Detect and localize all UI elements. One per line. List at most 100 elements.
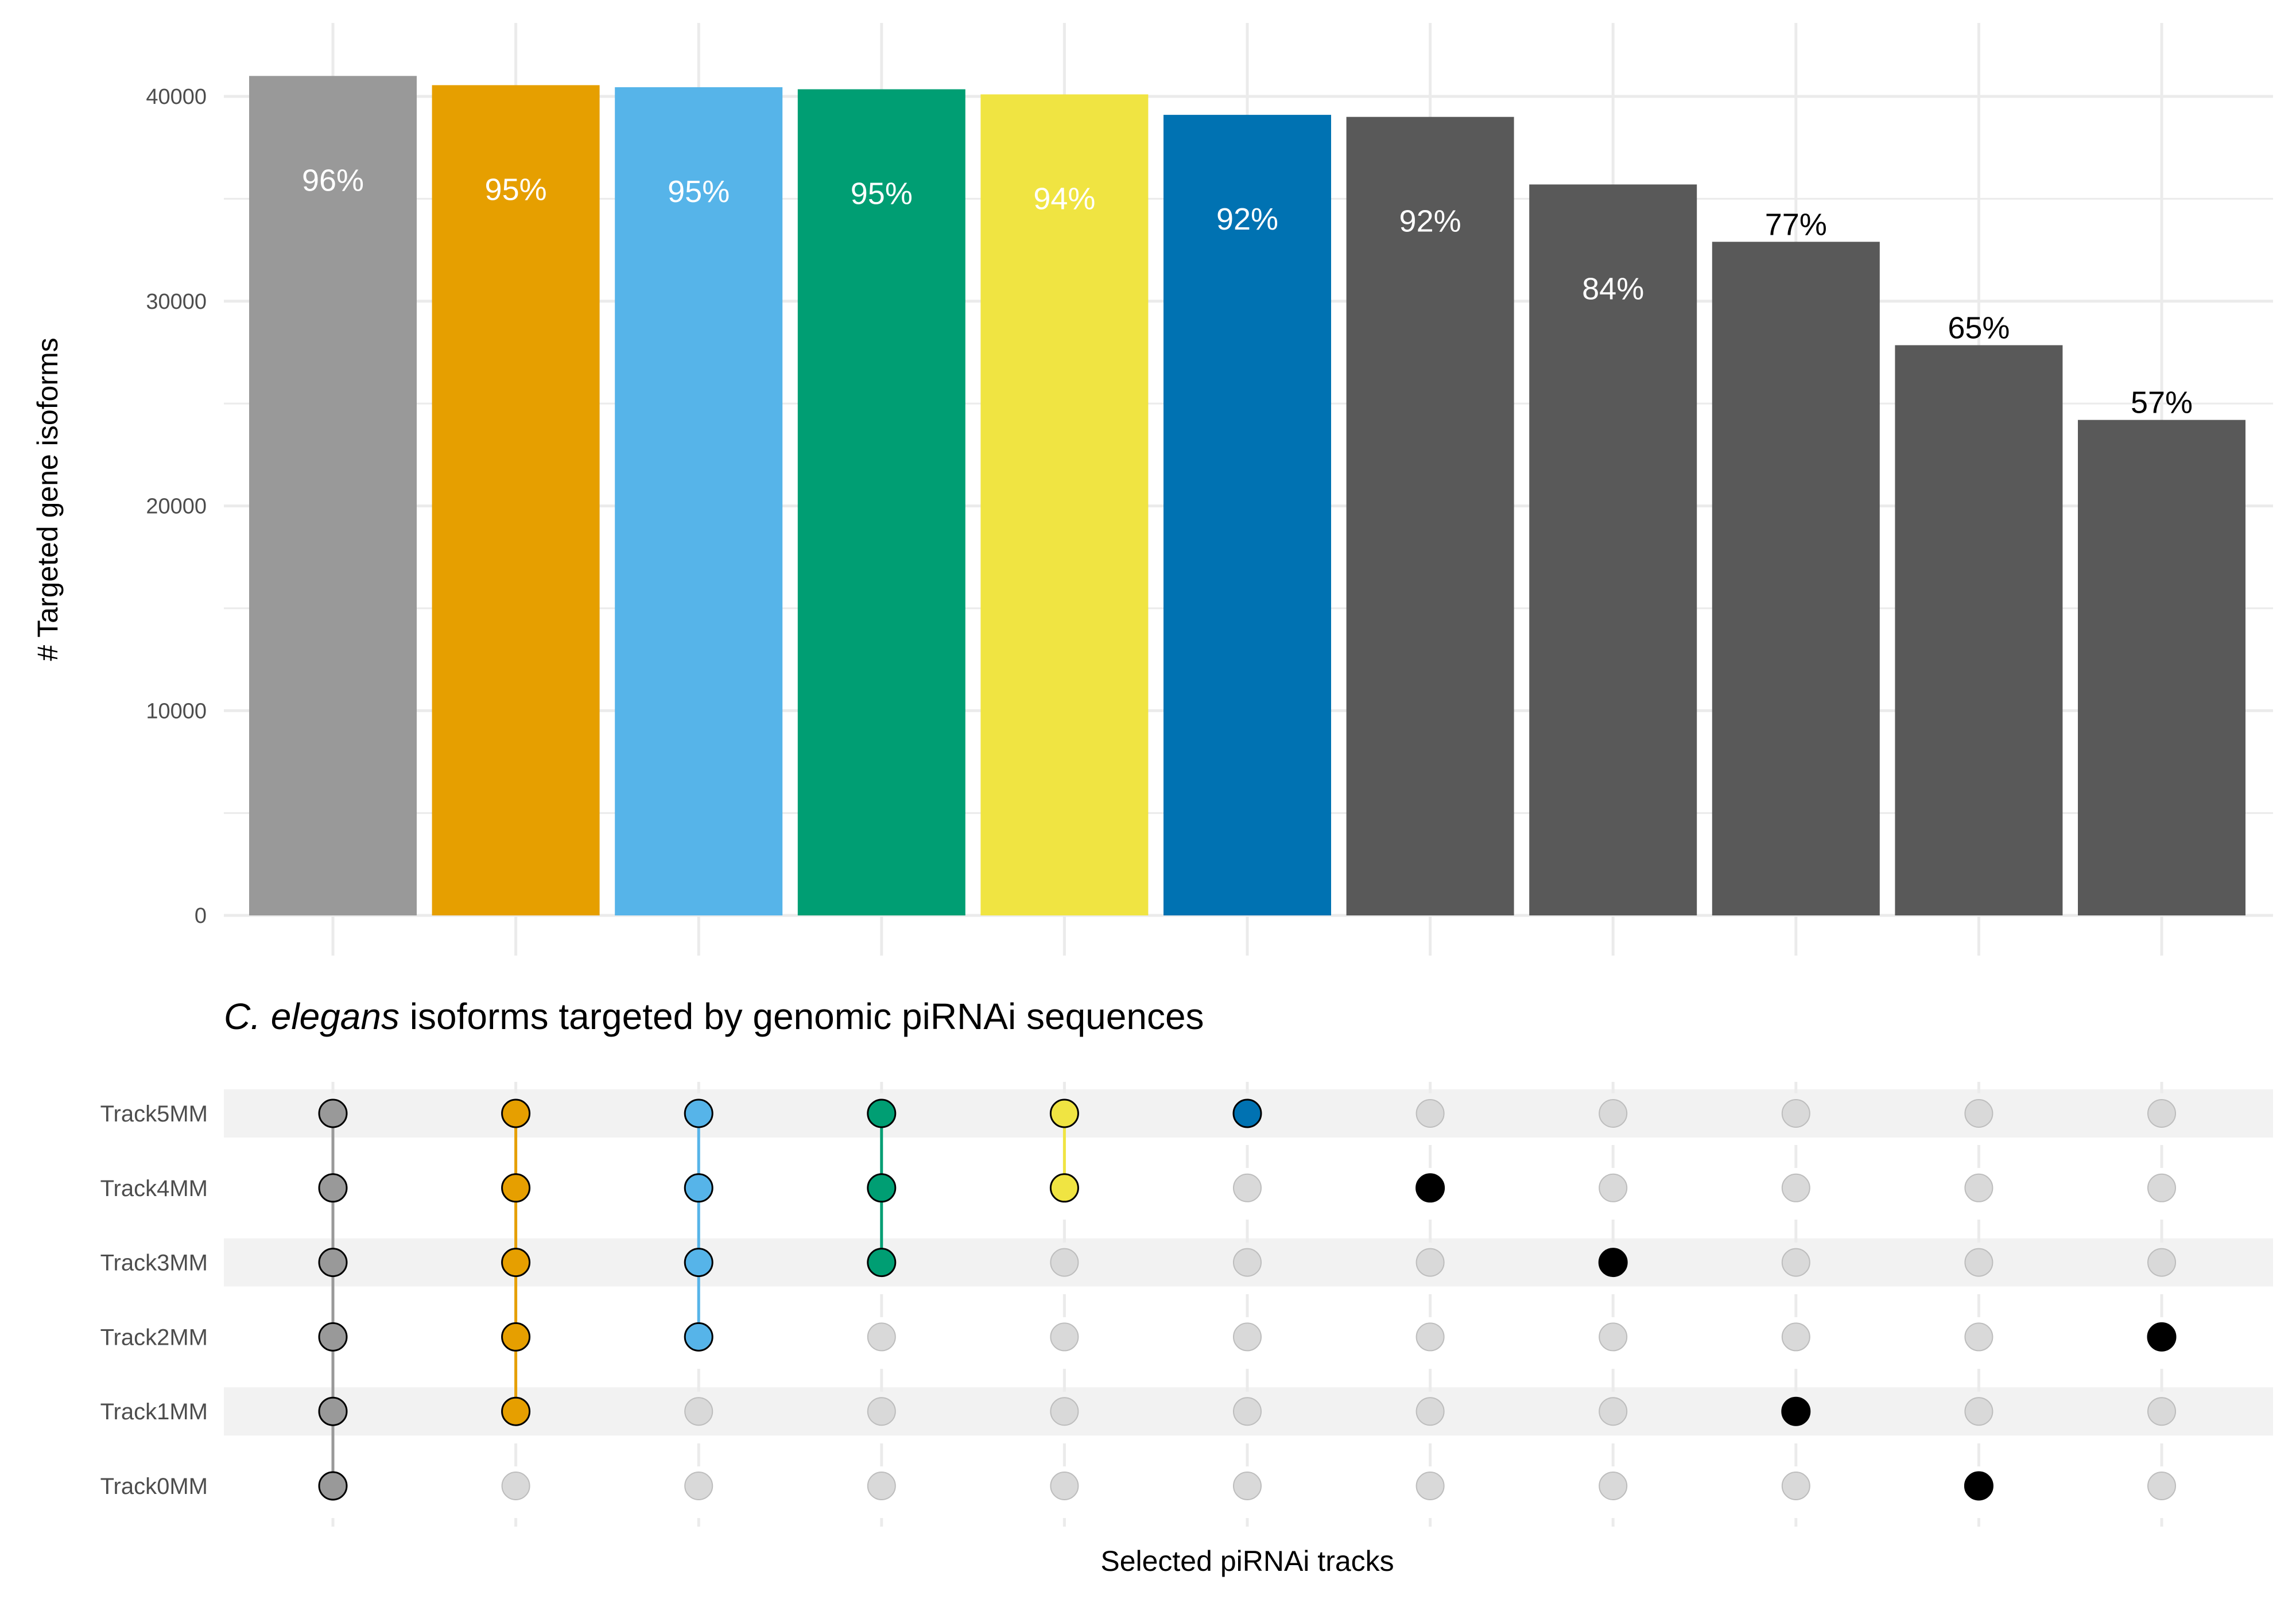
bar-percent-label: 95%	[668, 174, 730, 209]
matrix-dot-inactive	[1415, 1322, 1445, 1352]
matrix-dot-inactive	[1781, 1099, 1810, 1128]
subtitle-species: C. elegans	[224, 996, 400, 1037]
matrix-dot-inactive	[1233, 1472, 1262, 1500]
y-tick-label: 10000	[146, 699, 207, 723]
matrix-dot-inactive	[2147, 1472, 2176, 1500]
matrix-dot-active	[318, 1396, 348, 1426]
matrix-dot-active	[501, 1396, 531, 1426]
bar	[1712, 242, 1880, 916]
matrix-dot-active	[318, 1471, 348, 1501]
matrix-dot-active	[1049, 1173, 1079, 1203]
bar	[615, 87, 783, 915]
matrix-dot-active	[1415, 1173, 1445, 1203]
matrix-dot-active	[684, 1248, 713, 1278]
bar-percent-label: 95%	[485, 172, 547, 207]
matrix-row-label: Track1MM	[100, 1399, 208, 1424]
matrix-dot-inactive	[1781, 1173, 1810, 1202]
matrix-dot-inactive	[1050, 1248, 1079, 1277]
y-tick-label: 40000	[146, 85, 207, 109]
matrix-row-label: Track4MM	[100, 1176, 208, 1201]
matrix-dot-inactive	[1599, 1397, 1628, 1426]
matrix-row-label: Track2MM	[100, 1325, 208, 1350]
matrix-dot-inactive	[2147, 1248, 2176, 1277]
matrix-subtitle: C. elegans isoforms targeted by genomic …	[224, 996, 1204, 1037]
matrix-dot-active	[867, 1098, 897, 1128]
y-tick-label: 30000	[146, 290, 207, 314]
bar	[980, 94, 1149, 915]
matrix-dot-inactive	[501, 1472, 530, 1500]
matrix-dot-inactive	[1233, 1173, 1262, 1202]
bar	[1529, 184, 1697, 916]
matrix-dot-active	[501, 1098, 531, 1128]
matrix-dot-inactive	[684, 1472, 713, 1500]
matrix-dot-inactive	[1964, 1099, 1994, 1128]
matrix-dot-active	[1232, 1098, 1262, 1128]
bar-percent-label: 94%	[1033, 181, 1095, 216]
bar-percent-label: 57%	[2131, 386, 2193, 420]
matrix-dot-active	[318, 1098, 348, 1128]
matrix-dot-inactive	[684, 1397, 713, 1426]
matrix-dot-inactive	[1781, 1472, 1810, 1500]
matrix-dot-active	[867, 1248, 897, 1278]
matrix-dot-inactive	[1415, 1099, 1445, 1128]
matrix-dot-active	[1049, 1098, 1079, 1128]
matrix-dot-inactive	[1964, 1322, 1994, 1352]
matrix-dot-inactive	[867, 1397, 896, 1426]
matrix-dot-active	[684, 1173, 713, 1203]
matrix-dot-inactive	[1233, 1397, 1262, 1426]
matrix-dot-inactive	[1050, 1472, 1079, 1500]
matrix-dot-inactive	[1415, 1397, 1445, 1426]
subtitle-text: isoforms targeted by genomic piRNAi sequ…	[400, 996, 1204, 1037]
matrix-dot-inactive	[1233, 1248, 1262, 1277]
matrix-dot-inactive	[1599, 1472, 1628, 1500]
bar-percent-label: 77%	[1765, 207, 1827, 242]
matrix-dot-active	[318, 1322, 348, 1352]
bar	[1163, 115, 1331, 915]
bar	[2078, 420, 2245, 915]
matrix-dot-inactive	[867, 1322, 896, 1352]
matrix-dot-inactive	[1415, 1248, 1445, 1277]
matrix-dot-inactive	[1050, 1322, 1079, 1352]
matrix-dot-active	[1964, 1471, 1994, 1501]
matrix-grid	[331, 1082, 2163, 1527]
bar	[797, 89, 965, 915]
bar-percent-label: 96%	[302, 163, 364, 197]
matrix-dot-inactive	[1781, 1248, 1810, 1277]
bar	[1346, 117, 1514, 915]
bar	[249, 76, 417, 916]
matrix-dot-active	[684, 1322, 713, 1352]
bar	[432, 85, 600, 915]
matrix-dot-inactive	[1599, 1099, 1628, 1128]
bar-percent-label: 84%	[1582, 271, 1644, 306]
matrix-row-label: Track3MM	[100, 1251, 208, 1276]
matrix-dot-inactive	[2147, 1397, 2176, 1426]
matrix-row-label: Track0MM	[100, 1474, 208, 1499]
bar-percent-label: 92%	[1216, 202, 1278, 236]
y-tick-label: 0	[195, 904, 207, 928]
matrix-dot-active	[501, 1322, 531, 1352]
matrix-dot-active	[501, 1173, 531, 1203]
matrix-dot-inactive	[1781, 1322, 1810, 1352]
bar-percent-label: 95%	[851, 177, 913, 211]
matrix-dot-inactive	[867, 1472, 896, 1500]
matrix-dot-inactive	[2147, 1173, 2176, 1202]
y-axis-title: # Targeted gene isoforms	[32, 337, 64, 661]
y-axis: 0 10000 20000 30000 40000	[146, 85, 207, 928]
matrix-dot-inactive	[1964, 1173, 1994, 1202]
matrix-dot-active	[501, 1248, 531, 1278]
matrix-row-label: Track5MM	[100, 1101, 208, 1127]
matrix-dot-active	[1781, 1396, 1811, 1426]
matrix-dot-active	[2147, 1322, 2177, 1352]
matrix-dot-inactive	[1233, 1322, 1262, 1352]
matrix-dot-inactive	[1964, 1248, 1994, 1277]
matrix-dot-active	[684, 1098, 713, 1128]
x-axis-title: Selected piRNAi tracks	[1100, 1545, 1394, 1577]
matrix-row-labels: Track5MM Track4MM Track3MM Track2MM Track1MM…	[100, 1101, 208, 1499]
matrix-dot-active	[867, 1173, 897, 1203]
matrix-dot-inactive	[2147, 1099, 2176, 1128]
matrix-dot-active	[318, 1173, 348, 1203]
bar-panel: 96% 95% 95% 95% 94% 92% 92% 84% 77% 65% 57%	[249, 76, 2245, 916]
y-tick-label: 20000	[146, 495, 207, 519]
matrix-dot-active	[318, 1248, 348, 1278]
